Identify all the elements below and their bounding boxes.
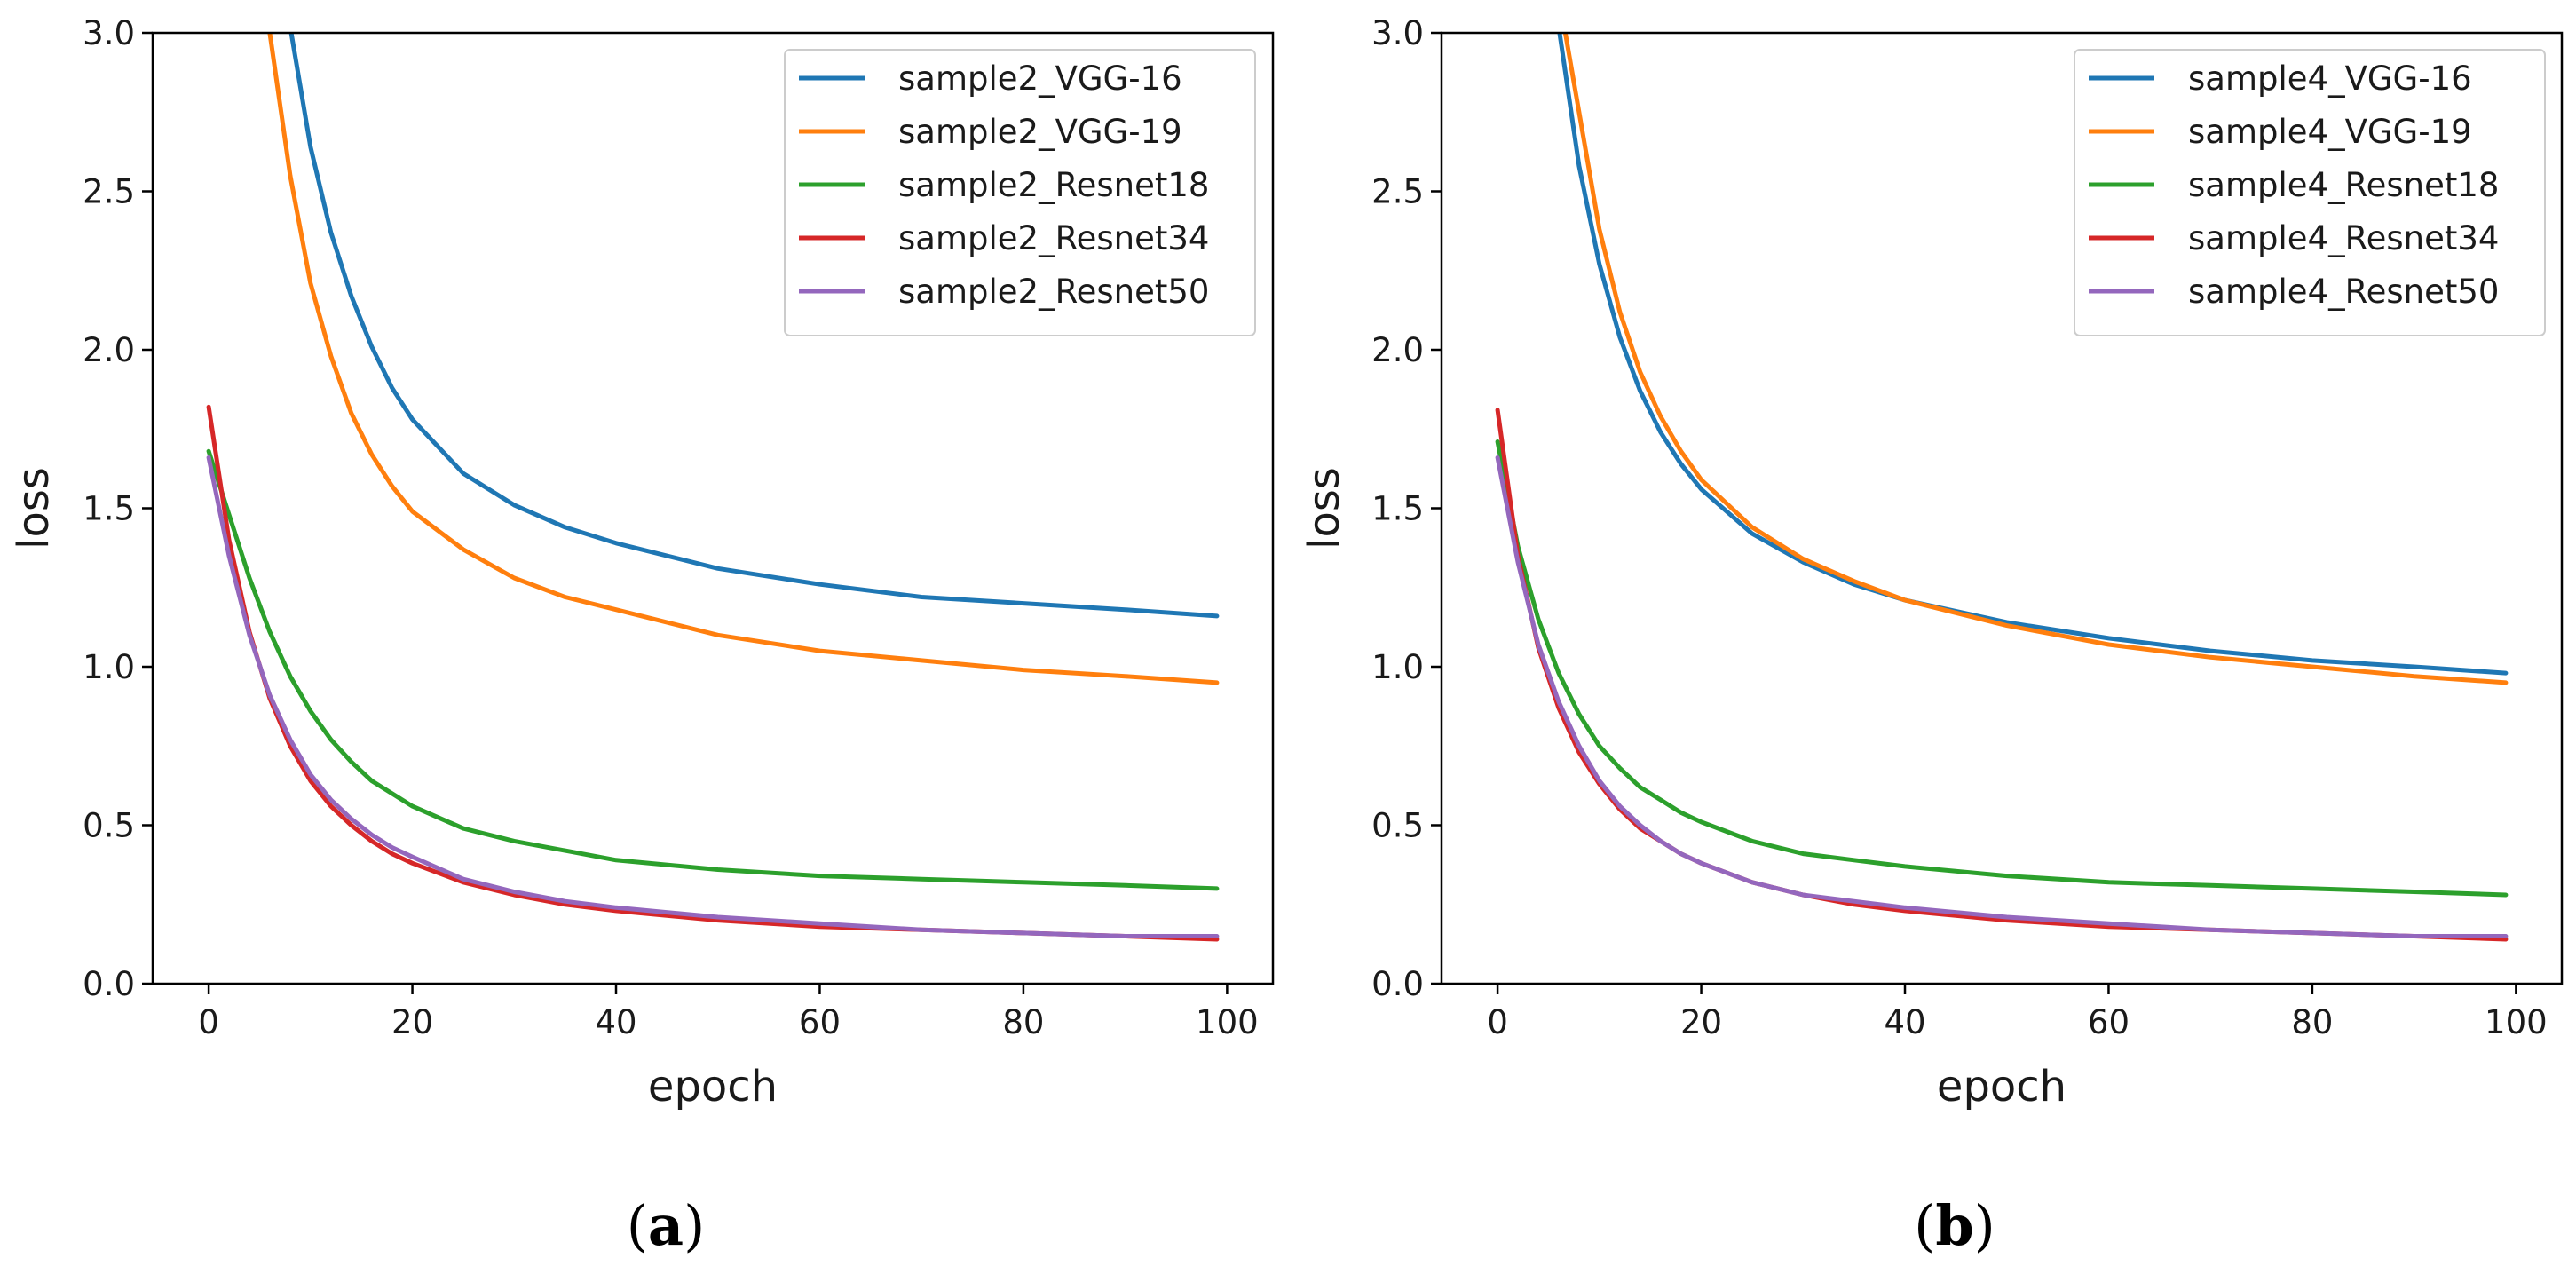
x-tick-label: 20 <box>391 1003 433 1041</box>
x-tick-label: 80 <box>2291 1003 2333 1041</box>
x-axis-label: epoch <box>1937 1062 2066 1112</box>
series-line-sample4_Resnet18 <box>1495 439 2509 898</box>
legend-box <box>2074 49 2546 336</box>
series-line-sample4_VGG-19 <box>1562 33 2509 685</box>
panel-caption: (b) <box>1914 1193 1995 1258</box>
x-tick-label: 80 <box>1002 1003 1044 1041</box>
legend-entry: sample2_Resnet34 <box>898 219 1209 257</box>
x-tick-label: 100 <box>1196 1003 1259 1041</box>
series-line-sample4_VGG-16 <box>1557 33 2509 676</box>
y-axis-label: loss <box>1300 467 1349 550</box>
y-tick-label: 2.5 <box>83 173 135 211</box>
series-line-sample2_Resnet50 <box>206 455 1220 938</box>
legend-entry: sample4_VGG-16 <box>2188 59 2472 98</box>
y-tick-label: 2.5 <box>1371 173 1424 211</box>
panel-caption: (a) <box>627 1193 706 1258</box>
series-line-sample4_Resnet34 <box>1495 408 2509 942</box>
y-tick-label: 1.0 <box>1371 648 1424 686</box>
y-tick-label: 2.0 <box>83 331 135 369</box>
legend-entry: sample4_Resnet18 <box>2188 166 2499 204</box>
y-tick-label: 0.5 <box>1371 807 1424 845</box>
x-tick-label: 40 <box>1884 1003 1925 1041</box>
plot-area <box>206 33 1220 942</box>
series-line-sample2_Resnet18 <box>206 448 1220 891</box>
series-line-sample2_VGG-16 <box>288 33 1220 619</box>
y-tick-label: 0.0 <box>83 965 135 1003</box>
legend-box <box>784 49 1256 336</box>
series-line-sample2_VGG-19 <box>267 33 1220 685</box>
y-tick-label: 0.5 <box>83 807 135 845</box>
x-tick-label: 60 <box>2088 1003 2130 1041</box>
legend-entry: sample4_Resnet34 <box>2188 219 2499 257</box>
legend: sample2_VGG-16 sample2_VGG-19 sample2_Resn… <box>784 49 1256 336</box>
y-tick-label: 1.0 <box>83 648 135 686</box>
x-tick-label: 0 <box>198 1003 219 1041</box>
y-tick-label: 1.5 <box>83 490 135 528</box>
series-line-sample4_Resnet50 <box>1495 455 2509 938</box>
legend: sample4_VGG-16 sample4_VGG-19 sample4_Resn… <box>2074 49 2546 336</box>
chart-panel-a: 0 20 40 60 80 100 0.0 0.5 1.0 1.5 2.0 2.5 3.0 epoch lo… <box>9 14 1275 1258</box>
chart-panel-b: 0 20 40 60 80 100 0.0 0.5 1.0 1.5 2.0 2.5 3.0 epoch lo… <box>1300 14 2564 1258</box>
legend-entry: sample4_Resnet50 <box>2188 273 2499 311</box>
x-axis-label: epoch <box>648 1062 778 1112</box>
y-tick-label: 3.0 <box>83 14 135 52</box>
legend-entry: sample2_VGG-16 <box>898 59 1182 98</box>
y-tick-label: 2.0 <box>1371 331 1424 369</box>
x-tick-label: 20 <box>1680 1003 1722 1041</box>
legend-entry: sample2_VGG-19 <box>898 113 1182 151</box>
x-tick-label: 100 <box>2485 1003 2548 1041</box>
x-tick-label: 0 <box>1487 1003 1508 1041</box>
legend-entry: sample4_VGG-19 <box>2188 113 2472 151</box>
y-tick-label: 3.0 <box>1371 14 1424 52</box>
plot-area <box>1495 33 2509 942</box>
legend-entry: sample2_Resnet18 <box>898 166 1209 204</box>
y-axis-label: loss <box>9 467 59 550</box>
y-tick-label: 1.5 <box>1371 490 1424 528</box>
x-tick-label: 60 <box>799 1003 841 1041</box>
y-tick-label: 0.0 <box>1371 965 1424 1003</box>
legend-entry: sample2_Resnet50 <box>898 273 1209 311</box>
x-tick-label: 40 <box>595 1003 636 1041</box>
